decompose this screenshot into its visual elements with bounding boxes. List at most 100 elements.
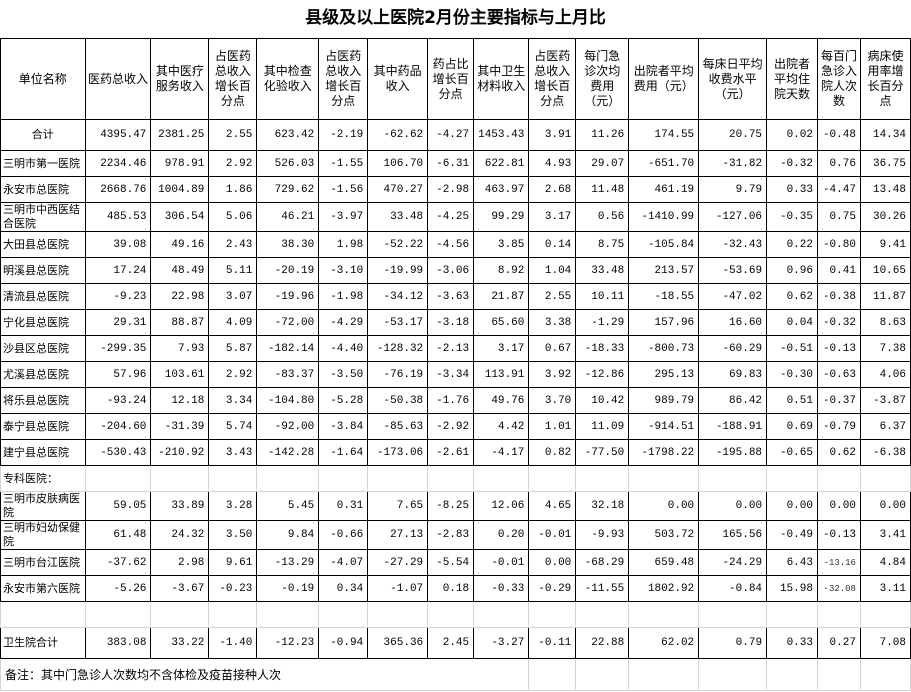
- value-cell: 0.62: [766, 283, 818, 310]
- value-cell: 3.17: [473, 335, 530, 362]
- value-cell: 3.17: [528, 202, 577, 232]
- value-cell: 3.28: [208, 491, 258, 521]
- table-row: 泰宁县总医院 -204.60 -31.39 5.74 -92.00 -3.84 -85.63…: [0, 413, 911, 440]
- unit-name: 卫生院合计: [0, 627, 86, 659]
- value-cell: 0.62: [816, 439, 861, 466]
- value-cell: 157.96: [628, 309, 700, 336]
- value-cell: 59.05: [84, 491, 152, 521]
- value-cell: 7.93: [150, 335, 210, 362]
- value-cell: -1.55: [318, 150, 369, 177]
- value-cell: 989.79: [628, 387, 700, 414]
- column-header: 病床使用率增长百分点: [859, 38, 911, 120]
- value-cell: -1.29: [575, 309, 630, 336]
- table-row: 将乐县总医院 -93.24 12.18 3.34 -104.80 -5.28 -50.38-…: [0, 387, 911, 414]
- value-cell: -12.23: [256, 627, 320, 659]
- value-cell: 3.41: [859, 520, 911, 550]
- value-cell: 57.96: [84, 361, 152, 388]
- value-cell: 46.21: [256, 202, 320, 232]
- value-cell: 0.02: [766, 119, 818, 151]
- unit-name: 三明市妇幼保健院: [0, 520, 86, 550]
- value-cell: 32.18: [575, 491, 630, 521]
- value-cell: 12.06: [473, 491, 530, 521]
- value-cell: 2.98: [150, 549, 210, 576]
- column-header: 每百门急诊入院人次数: [816, 38, 861, 120]
- value-cell: -47.02: [698, 283, 768, 310]
- value-cell: -11.55: [575, 575, 630, 602]
- value-cell: 470.27: [367, 176, 429, 203]
- value-cell: 4.84: [859, 549, 911, 576]
- value-cell: -24.29: [698, 549, 768, 576]
- value-cell: -60.29: [698, 335, 768, 362]
- unit-name: 合计: [0, 119, 86, 151]
- value-cell: 27.13: [367, 520, 429, 550]
- table-row: 尤溪县总医院 57.96 103.61 2.92 -83.37 -3.50 -76.19 -3…: [0, 361, 911, 388]
- unit-name: 三明市皮肤病医院: [0, 491, 86, 521]
- value-cell: 3.11: [859, 575, 911, 602]
- value-cell: 22.98: [150, 283, 210, 310]
- value-cell: 0.22: [766, 231, 818, 258]
- value-cell: -0.33: [473, 575, 530, 602]
- value-cell: -93.24: [84, 387, 152, 414]
- value-cell: 33.89: [150, 491, 210, 521]
- value-cell: 1.86: [208, 176, 258, 203]
- column-header: 每床日平均收费水平（元）: [698, 38, 768, 120]
- value-cell: 0.31: [318, 491, 369, 521]
- value-cell: 33.48: [367, 202, 429, 232]
- value-cell: -4.56: [427, 231, 475, 258]
- empty-cell: [698, 465, 768, 492]
- column-header: 药占比增长百分点: [427, 38, 475, 120]
- value-cell: 0.00: [816, 491, 861, 521]
- unit-name: 永安市第六医院: [0, 575, 86, 602]
- value-cell: 383.08: [84, 627, 152, 659]
- value-cell: 5.74: [208, 413, 258, 440]
- empty-cell: [816, 601, 861, 628]
- value-cell: -4.40: [318, 335, 369, 362]
- table-row: 建宁县总医院 -530.43 -210.92 3.43 -142.28 -1.64 -173…: [0, 439, 911, 466]
- value-cell: -2.92: [427, 413, 475, 440]
- value-cell: 165.56: [698, 520, 768, 550]
- value-cell: 2.68: [528, 176, 577, 203]
- empty-cell: [575, 601, 630, 628]
- value-cell: 7.08: [859, 627, 911, 659]
- value-cell: 4.93: [528, 150, 577, 177]
- value-cell: 22.88: [575, 627, 630, 659]
- value-cell: -8.25: [427, 491, 475, 521]
- value-cell: 463.97: [473, 176, 530, 203]
- value-cell: 62.02: [628, 627, 700, 659]
- value-cell: 1004.89: [150, 176, 210, 203]
- value-cell: -31.39: [150, 413, 210, 440]
- value-cell: -0.49: [766, 520, 818, 550]
- value-cell: -0.01: [473, 549, 530, 576]
- empty-cell: [84, 465, 152, 492]
- table-row: 三明市第一医院 2234.46 978.91 2.92 526.03 -1.55 106.7…: [0, 150, 911, 177]
- value-cell: -34.12: [367, 283, 429, 310]
- value-cell: -18.55: [628, 283, 700, 310]
- value-cell: 9.61: [208, 549, 258, 576]
- value-cell: -9.23: [84, 283, 152, 310]
- column-header: 其中卫生材料收入: [473, 38, 530, 120]
- value-cell: -0.84: [698, 575, 768, 602]
- empty-cell: [859, 658, 911, 691]
- value-cell: -0.65: [766, 439, 818, 466]
- column-header: 占医药总收入增长百分点: [208, 38, 258, 120]
- unit-name: 将乐县总医院: [0, 387, 86, 414]
- empty-cell: [859, 465, 911, 492]
- value-cell: -2.61: [427, 439, 475, 466]
- value-cell: -53.17: [367, 309, 429, 336]
- value-cell: -6.38: [859, 439, 911, 466]
- value-cell: -800.73: [628, 335, 700, 362]
- section-label: 专科医院：: [0, 465, 86, 492]
- empty-cell: [575, 465, 630, 492]
- value-cell: 623.42: [256, 119, 320, 151]
- value-cell: -0.51: [766, 335, 818, 362]
- value-cell: -1410.99: [628, 202, 700, 232]
- empty-cell: [150, 601, 210, 628]
- value-cell: -0.37: [816, 387, 861, 414]
- value-cell: -0.94: [318, 627, 369, 659]
- value-cell: 88.87: [150, 309, 210, 336]
- value-cell: 0.75: [816, 202, 861, 232]
- value-cell: 0.96: [766, 257, 818, 284]
- unit-name: 三明市中西医结合医院: [0, 202, 86, 232]
- value-cell: 24.32: [150, 520, 210, 550]
- value-cell: 0.67: [528, 335, 577, 362]
